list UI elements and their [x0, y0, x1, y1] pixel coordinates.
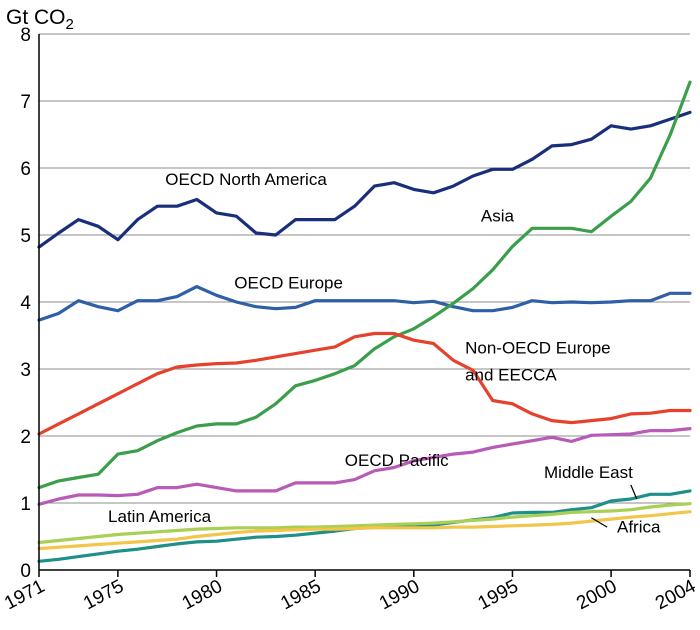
x-tick-label-1990: 1990	[376, 576, 423, 614]
y-tick-label-8: 8	[20, 25, 31, 46]
series-line-1	[37, 285, 692, 322]
y-tick-label-4: 4	[20, 293, 31, 314]
y-tick-label-0: 0	[20, 561, 31, 582]
label-leader-0	[630, 484, 638, 500]
y-tick-label-7: 7	[20, 92, 31, 113]
series-line-0	[37, 110, 692, 249]
series-label-7: Latin America	[108, 507, 212, 526]
y-tick-label-6: 6	[20, 159, 31, 180]
y-axis-title-subscript: 2	[66, 16, 74, 33]
x-tick-label-1975: 1975	[80, 576, 127, 614]
y-tick-label-2: 2	[20, 427, 31, 448]
axes	[38, 34, 691, 577]
y-tick-label-5: 5	[20, 226, 31, 247]
series-label-5: OECD Pacific	[345, 451, 449, 470]
label-leader-1	[591, 517, 608, 528]
series-line-2	[37, 80, 692, 490]
series-line-3	[37, 331, 692, 436]
series-label-8: Africa	[617, 517, 661, 536]
series-line-7	[37, 510, 692, 551]
y-tick-label-1: 1	[20, 494, 31, 515]
y-axis-title-main: Gt CO	[6, 6, 66, 29]
x-tick-label-1995: 1995	[475, 576, 522, 614]
series-label-2: Asia	[481, 207, 515, 226]
series-lines	[37, 80, 692, 563]
series-line-6	[37, 502, 692, 545]
y-tick-label-3: 3	[20, 360, 31, 381]
x-tick-label-2004: 2004	[652, 576, 700, 615]
series-label-0: OECD North America	[165, 170, 327, 189]
series-label-3: Non-OECD Europe	[465, 339, 611, 358]
y-axis-title: Gt CO2	[6, 6, 74, 33]
x-tick-label-1985: 1985	[277, 576, 324, 614]
series-label-6: Middle East	[544, 463, 633, 482]
series-line-4	[37, 427, 692, 506]
series-labels: OECD North America OECD Europe Asia Non-OEC…	[108, 170, 661, 537]
series-label-4: and EECCA	[465, 365, 557, 384]
x-tick-label-2000: 2000	[573, 576, 620, 614]
gridlines	[39, 33, 690, 504]
x-tick-labels: 1971 1975 1980 1985 1990 1995 2000 2004	[1, 576, 700, 615]
x-tick-label-1980: 1980	[179, 576, 226, 614]
y-tick-labels: 0 1 2 3 4 5 6 7 8	[20, 25, 31, 582]
series-label-1: OECD Europe	[234, 274, 343, 293]
